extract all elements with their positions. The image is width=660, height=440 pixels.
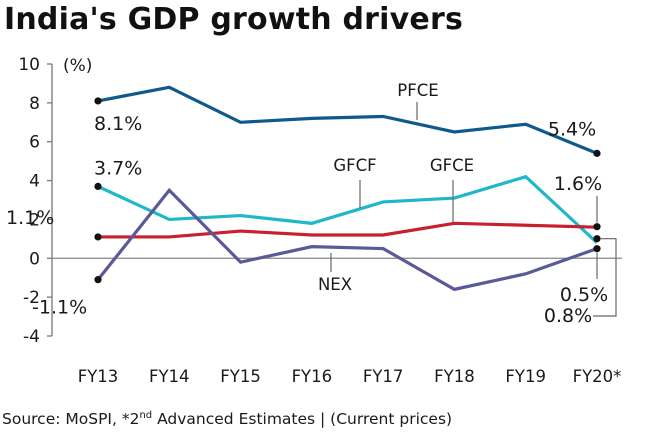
series-label-gfcf: GFCF [333, 156, 376, 175]
y-tick-label: 6 [29, 133, 40, 153]
y-tick-label: -4 [23, 327, 40, 347]
series-line-pfce [97, 85, 598, 155]
end-value-label: 1.6% [554, 173, 602, 195]
x-tick-label: FY16 [292, 367, 333, 386]
end-point-pfce [593, 149, 601, 157]
start-value-label: 1.1% [6, 207, 54, 229]
y-axis-unit-label: (%) [63, 56, 92, 76]
y-tick-label: 10 [18, 55, 40, 75]
end-point-nex [593, 245, 601, 253]
x-tick-label: FY19 [505, 367, 546, 386]
source-text: Source: MoSPI, *2 [2, 410, 140, 429]
annotations: 8.1% 3.7% 1.1% -1.1% 5.4% 1.6% 0.5%0.8% PFCE GFC… [6, 81, 617, 327]
x-tick-label: FY13 [78, 367, 119, 386]
start-value-label: -1.1% [32, 297, 87, 319]
source-text-rest: Advanced Estimates | (Current prices) [152, 410, 453, 429]
start-point-gfce [94, 233, 102, 241]
series-line-gfcf [97, 174, 599, 244]
y-tick-label: 4 [29, 172, 40, 192]
y-axis: 10 8 6 4 2 0 -2 -4 FY13 FY14 FY15 FY16 FY17 FY18 FY19 F… [18, 55, 622, 386]
end-value-label: 0.8% [544, 305, 592, 327]
start-point-gfcf [94, 182, 102, 190]
start-point-nex [94, 276, 102, 284]
x-tick-label: FY18 [434, 367, 475, 386]
source-note: Source: MoSPI, *2nd Advanced Estimates |… [2, 410, 452, 428]
end-point-gfcf [593, 235, 601, 243]
end-value-label: 0.5% [560, 284, 608, 306]
y-tick-label: 0 [29, 249, 40, 269]
x-tick-label: FY14 [149, 367, 190, 386]
source-superscript: nd [139, 410, 153, 421]
start-point-pfce [94, 97, 102, 105]
chart-title: India's GDP growth drivers [4, 2, 464, 37]
leader-line-gfcf [593, 238, 617, 317]
x-tick-label: FY20* [573, 367, 622, 386]
y-tick-label: -2 [23, 288, 40, 308]
x-tick-label: FY15 [220, 367, 261, 386]
series-label-nex: NEX [318, 275, 352, 294]
series-lines [96, 85, 599, 292]
start-value-label: 3.7% [94, 157, 142, 179]
series-line-gfce [98, 221, 598, 239]
start-value-label: 8.1% [94, 113, 142, 135]
series-line-nex [96, 187, 598, 292]
series-label-pfce: PFCE [397, 81, 438, 100]
y-tick-label: 2 [29, 210, 40, 230]
end-value-label: 5.4% [548, 118, 596, 140]
series-label-gfce: GFCE [430, 156, 474, 175]
x-tick-label: FY17 [363, 367, 404, 386]
end-point-gfce [593, 223, 601, 231]
y-tick-label: 8 [29, 94, 40, 114]
